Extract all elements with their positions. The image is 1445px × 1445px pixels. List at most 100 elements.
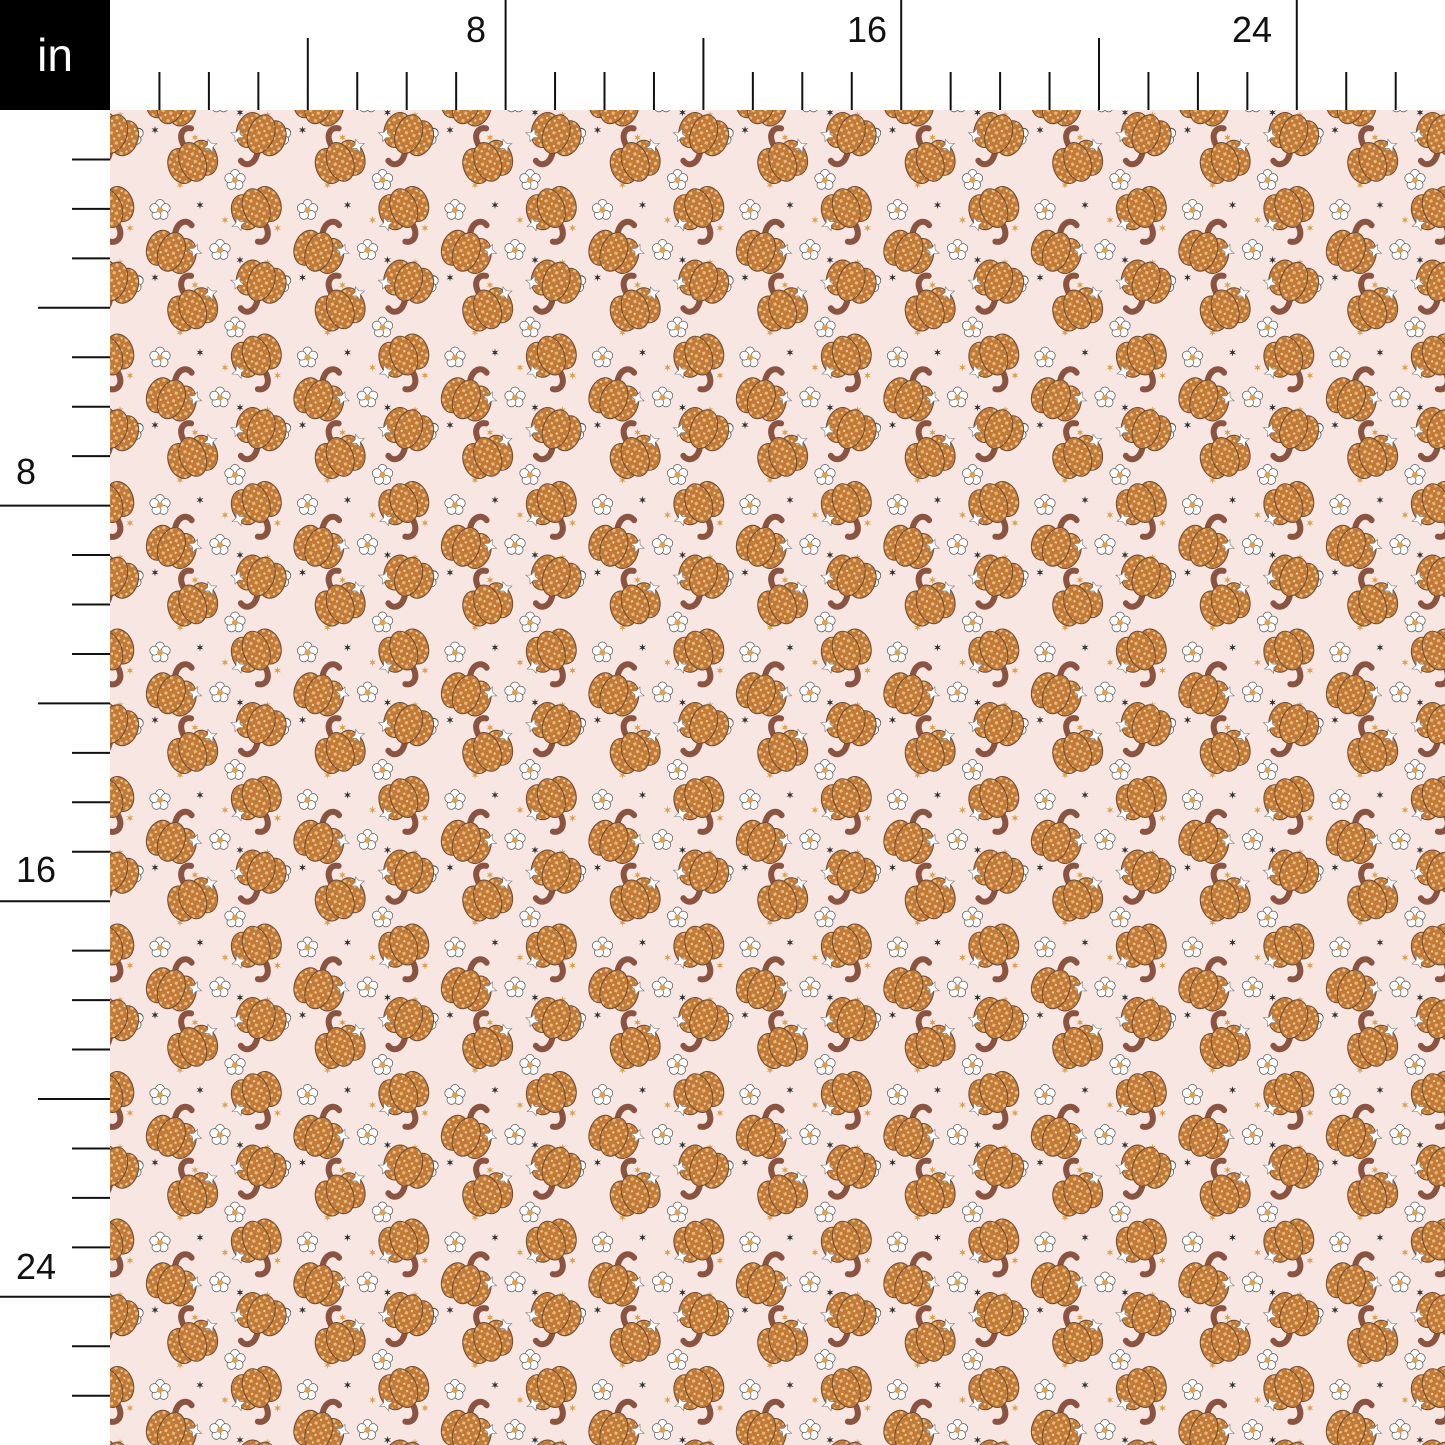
disco-pumpkin-motif: [167, 1305, 219, 1364]
star-motif: [959, 1101, 966, 1109]
star-motif: [274, 371, 281, 380]
daisy-flower-motif: [209, 681, 231, 703]
star-motif: [516, 806, 524, 814]
daisy-flower-motif: [1109, 316, 1131, 338]
star-motif: [664, 1101, 671, 1109]
disco-pumpkin-motif: [820, 554, 877, 610]
disco-pumpkin-motif: [314, 1305, 366, 1364]
disco-pumpkin-motif: [1410, 407, 1445, 463]
disco-pumpkin-motif: [1030, 808, 1088, 864]
disco-pumpkin-motif: [1052, 715, 1104, 774]
disco-pumpkin-motif: [967, 1292, 1025, 1348]
disco-pumpkin-motif: [525, 923, 577, 983]
star-motif: [786, 791, 794, 799]
star-motif: [1356, 771, 1364, 779]
disco-pumpkin-motif: [1347, 272, 1399, 332]
star-motif: [664, 1396, 671, 1404]
disco-pumpkin-motif: [609, 1010, 661, 1069]
star-motif: [1184, 1158, 1191, 1167]
daisy-flower-motif: [666, 611, 689, 633]
daisy-flower-motif: [739, 936, 761, 958]
daisy-flower-motif: [1404, 1201, 1426, 1223]
star-motif: [339, 1166, 346, 1174]
daisy-flower-motif: [799, 386, 821, 408]
disco-pumpkin-motif: [293, 366, 350, 422]
star-motif: [889, 1158, 896, 1167]
daisy-flower-motif: [651, 1419, 674, 1440]
disco-pumpkin-motif: [1263, 1218, 1315, 1278]
disco-pumpkin-motif: [525, 407, 582, 463]
star-motif: [126, 1109, 134, 1117]
disco-pumpkin-motif: [230, 776, 282, 835]
star-motif: [889, 126, 896, 134]
disco-pumpkin-motif: [1325, 218, 1383, 274]
star-motif: [1229, 643, 1236, 652]
daisy-flower-motif: [371, 169, 394, 190]
star-motif: [1269, 1436, 1276, 1444]
star-motif: [384, 403, 391, 412]
star-motif: [639, 1086, 646, 1094]
star-motif: [1229, 1233, 1236, 1242]
daisy-flower-motif: [651, 534, 674, 555]
star-motif: [1159, 224, 1166, 232]
star-motif: [1011, 371, 1019, 380]
disco-pumpkin-motif: [820, 628, 872, 688]
star-motif: [274, 1256, 281, 1265]
daisy-flower-motif: [591, 199, 614, 220]
daisy-flower-motif: [1329, 1084, 1351, 1105]
star-motif: [741, 421, 749, 429]
star-motif: [531, 846, 539, 854]
disco-pumpkin-motif: [525, 628, 577, 688]
star-motif: [781, 723, 789, 732]
daisy-flower-motif: [1241, 386, 1264, 408]
daisy-flower-motif: [371, 906, 394, 928]
disco-pumpkin-motif: [609, 567, 661, 627]
star-motif: [196, 496, 204, 504]
star-motif: [914, 918, 921, 927]
daisy-flower-motif: [651, 386, 674, 408]
star-motif: [864, 1404, 871, 1412]
daisy-flower-motif: [1034, 494, 1056, 515]
disco-pumpkin-motif: [757, 862, 809, 922]
disco-pumpkin-motif: [378, 1071, 430, 1130]
star-motif: [1416, 1288, 1424, 1297]
star-motif: [384, 110, 391, 117]
star-motif: [1036, 1306, 1044, 1314]
daisy-flower-motif: [814, 169, 836, 190]
star-motif: [176, 1213, 184, 1222]
daisy-flower-motif: [444, 1379, 466, 1400]
star-motif: [929, 723, 936, 732]
star-motif: [516, 953, 524, 962]
star-motif: [1269, 698, 1276, 707]
daisy-flower-motif: [961, 611, 984, 633]
daisy-flower-motif: [1034, 199, 1056, 220]
disco-pumpkin-motif: [1115, 1144, 1172, 1200]
daisy-flower-motif: [224, 759, 246, 780]
star-motif: [741, 1158, 749, 1167]
star-motif: [1036, 273, 1044, 282]
daisy-flower-motif: [224, 464, 246, 485]
star-motif: [369, 363, 376, 372]
star-motif: [619, 476, 626, 484]
star-motif: [299, 1011, 306, 1019]
star-motif: [959, 658, 966, 667]
disco-pumpkin-motif: [1262, 849, 1320, 905]
daisy-flower-motif: [1109, 1349, 1131, 1370]
disco-pumpkin-motif: [440, 366, 498, 422]
daisy-flower-motif: [961, 464, 984, 485]
disco-pumpkin-motif: [1178, 956, 1235, 1012]
daisy-flower-motif: [591, 641, 614, 663]
daisy-flower-motif: [591, 936, 614, 958]
star-motif: [516, 216, 524, 224]
daisy-flower-motif: [1094, 1271, 1116, 1293]
disco-pumpkin-motif: [672, 849, 730, 905]
star-motif: [619, 918, 626, 927]
disco-pumpkin-motif: [314, 272, 366, 332]
star-motif: [421, 814, 429, 822]
star-motif: [639, 496, 646, 504]
star-motif: [191, 281, 199, 289]
disco-pumpkin-motif: [1263, 1071, 1315, 1130]
star-motif: [974, 1436, 981, 1444]
disco-pumpkin-motif: [968, 186, 1020, 245]
star-motif: [1401, 806, 1409, 814]
